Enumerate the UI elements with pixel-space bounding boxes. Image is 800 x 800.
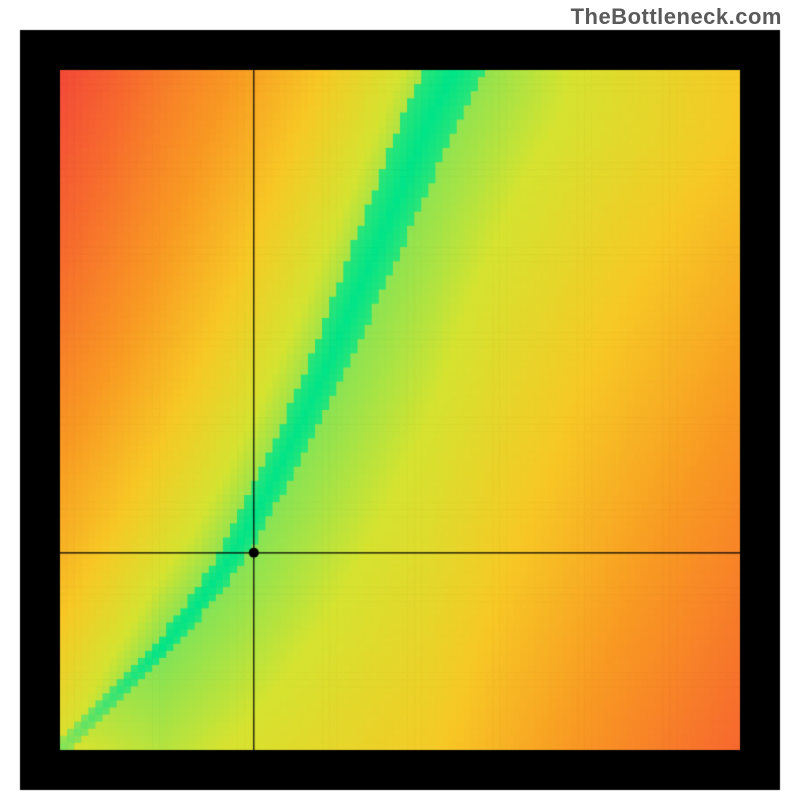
watermark-text: TheBottleneck.com <box>571 4 782 30</box>
bottleneck-heatmap-canvas <box>0 0 800 800</box>
chart-container: TheBottleneck.com <box>0 0 800 800</box>
